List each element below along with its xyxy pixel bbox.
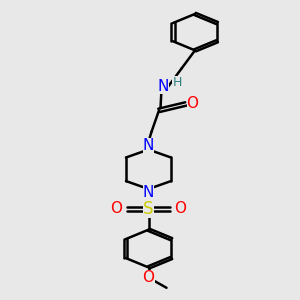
Text: O: O: [187, 96, 199, 111]
Text: O: O: [142, 270, 154, 285]
Text: H: H: [172, 76, 182, 89]
Text: N: N: [158, 79, 169, 94]
Text: N: N: [143, 185, 154, 200]
Text: N: N: [143, 138, 154, 153]
Text: S: S: [143, 200, 154, 218]
Text: O: O: [110, 201, 122, 216]
Text: O: O: [175, 201, 187, 216]
